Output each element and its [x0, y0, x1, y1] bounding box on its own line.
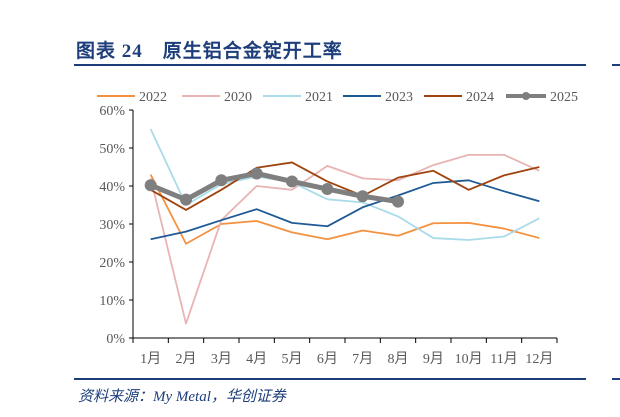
x-tick-label: 4月 — [246, 351, 267, 367]
y-tick-label: 20% — [99, 256, 125, 271]
legend-label: 2023 — [385, 90, 413, 105]
legend-label: 2025 — [550, 90, 578, 105]
legend-item: 2024 — [424, 90, 494, 105]
y-tick-label: 60% — [99, 104, 125, 119]
x-tick-label: 12月 — [525, 351, 553, 367]
figure-title: 图表 24 原生铝合金锭开工率 — [76, 41, 343, 62]
data-point-2025 — [356, 190, 369, 203]
title-rule — [74, 64, 586, 66]
x-tick-label: 10月 — [455, 351, 483, 367]
x-tick-label: 3月 — [211, 351, 232, 367]
y-tick-label: 50% — [99, 142, 125, 157]
x-tick-label: 11月 — [490, 351, 517, 367]
data-point-2025 — [180, 193, 192, 206]
legend-label: 2024 — [466, 90, 494, 105]
y-tick-label: 30% — [99, 218, 125, 233]
data-point-2025 — [286, 175, 298, 188]
x-tick-label: 9月 — [423, 351, 444, 367]
legend-marker — [522, 92, 530, 100]
source-rule-edge — [612, 378, 620, 380]
legend-item: 2021 — [263, 90, 333, 105]
title-rule-edge — [612, 64, 620, 66]
legend-item: 2020 — [182, 90, 252, 105]
source-rule — [74, 378, 586, 380]
x-tick-label: 6月 — [317, 351, 338, 367]
x-tick-label: 8月 — [388, 351, 409, 367]
x-tick-label: 1月 — [140, 351, 161, 367]
x-tick-label: 7月 — [352, 351, 373, 367]
legend-item: 2025 — [506, 90, 578, 105]
data-point-2025 — [144, 179, 157, 192]
series-line-2025 — [149, 170, 399, 205]
data-point-2025 — [321, 183, 334, 196]
series-line-2020 — [149, 153, 540, 325]
source-note: 资料来源：My Metal，华创证券 — [78, 389, 286, 405]
data-point-2025 — [250, 167, 263, 180]
series-line-2022 — [149, 174, 540, 245]
data-point-2025 — [392, 195, 404, 208]
data-point-2025 — [215, 174, 228, 187]
series-line-2023 — [150, 179, 540, 241]
y-tick-label: 0% — [106, 332, 125, 347]
x-tick-label: 5月 — [282, 351, 303, 367]
x-tick-label: 2月 — [176, 351, 197, 367]
legend-item: 2023 — [343, 90, 413, 105]
legend-label: 2021 — [305, 90, 333, 105]
y-tick-label: 40% — [99, 180, 125, 195]
series-line-2024 — [150, 161, 540, 211]
legend-item: 2022 — [97, 90, 167, 105]
legend-label: 2020 — [224, 90, 252, 105]
series-line-2021 — [149, 128, 540, 241]
y-tick-label: 10% — [99, 294, 125, 309]
legend-label: 2022 — [139, 90, 167, 105]
